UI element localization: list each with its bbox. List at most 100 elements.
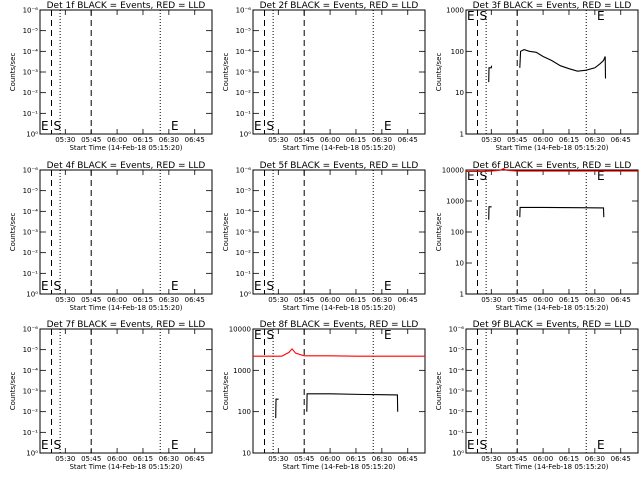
x-tick-label: 06:15 xyxy=(346,296,366,304)
y-axis-label: Counts/sec xyxy=(222,53,230,92)
y-tick-label: 10⁻⁴ xyxy=(23,48,39,56)
y-tick-label: 1000 xyxy=(446,198,464,206)
y-tick-label: 10⁻⁶ xyxy=(23,326,39,334)
panel-4: Det 4f BLACK = Events, RED = LLD 10⁻⁶ 10⁻⁵… xyxy=(9,161,213,312)
marker-s: S xyxy=(480,9,488,23)
marker-e: E xyxy=(597,438,605,452)
marker-s: S xyxy=(480,438,488,452)
y-axis-label: Counts/sec xyxy=(435,372,443,411)
y-tick-label: 10⁻² xyxy=(236,249,252,257)
events-line-2 xyxy=(488,65,493,83)
y-axis-label: Counts/sec xyxy=(9,53,17,92)
y-axis-label: Counts/sec xyxy=(435,53,443,92)
lld-line-7 xyxy=(253,348,425,357)
x-tick-label: 06:00 xyxy=(533,455,553,463)
marker-e: E xyxy=(254,279,262,293)
x-axis-label: Start Time (14-Feb-18 05:15:20) xyxy=(495,463,608,471)
y-tick-label: 10⁻¹ xyxy=(23,429,39,437)
y-tick-label: 10⁻¹ xyxy=(449,429,465,437)
plot-frame xyxy=(39,9,213,135)
marker-e: E xyxy=(41,438,49,452)
y-tick-label: 10⁻⁶ xyxy=(23,167,39,175)
plot-frame xyxy=(252,328,426,454)
y-tick-label: 10⁻² xyxy=(23,89,39,97)
x-tick-label: 05:30 xyxy=(481,136,501,144)
y-tick-label: 100 xyxy=(238,408,251,416)
x-tick-label: 06:30 xyxy=(159,455,179,463)
y-tick-label: 10⁻⁶ xyxy=(449,326,465,334)
panel-title: Det 6f BLACK = Events, RED = LLD xyxy=(473,161,632,171)
x-tick-label: 06:45 xyxy=(398,455,418,463)
y-tick-label: 10⁰ xyxy=(26,131,38,139)
y-tick-label: 10 xyxy=(242,450,251,458)
x-tick-label: 05:45 xyxy=(507,136,527,144)
x-tick-label: 06:00 xyxy=(107,455,127,463)
marker-e: E xyxy=(254,328,262,342)
marker-s: S xyxy=(54,438,62,452)
y-tick-label: 10⁻⁵ xyxy=(23,27,39,35)
x-tick-label: 05:30 xyxy=(481,296,501,304)
plot-frame xyxy=(252,9,426,135)
panel-9: Det 9f BLACK = Events, RED = LLD 10⁻⁶ 10⁻⁵… xyxy=(435,320,639,471)
y-tick-label: 10⁰ xyxy=(239,131,251,139)
x-tick-label: 05:45 xyxy=(507,296,527,304)
marker-s: S xyxy=(267,328,275,342)
x-tick-label: 06:15 xyxy=(133,296,153,304)
marker-e: E xyxy=(171,279,179,293)
y-tick-label: 10⁰ xyxy=(26,291,38,299)
marker-e: E xyxy=(254,119,262,133)
x-tick-label: 06:30 xyxy=(372,455,392,463)
x-tick-label: 06:45 xyxy=(611,296,631,304)
y-axis-label: Counts/sec xyxy=(222,213,230,252)
events-line-2 xyxy=(519,49,607,79)
y-tick-label: 10⁻³ xyxy=(449,388,465,396)
y-tick-label: 1000 xyxy=(233,367,251,375)
y-tick-label: 10⁻² xyxy=(449,408,465,416)
marker-e: E xyxy=(171,119,179,133)
events-line-5 xyxy=(519,206,605,218)
y-tick-label: 100 xyxy=(451,229,464,237)
x-tick-label: 05:30 xyxy=(268,296,288,304)
lld-line-5 xyxy=(466,168,638,172)
y-tick-label: 10⁻¹ xyxy=(23,110,39,118)
x-tick-label: 05:30 xyxy=(481,455,501,463)
events-line-7 xyxy=(306,393,399,412)
y-tick-label: 1000 xyxy=(446,7,464,15)
plot-frame xyxy=(39,328,213,454)
marker-e: E xyxy=(597,169,605,183)
y-tick-label: 10⁻⁶ xyxy=(236,7,252,15)
y-axis-label: Counts/sec xyxy=(9,213,17,252)
x-tick-label: 06:15 xyxy=(559,455,579,463)
panel-title: Det 1f BLACK = Events, RED = LLD xyxy=(47,1,206,11)
x-tick-label: 06:15 xyxy=(346,136,366,144)
panel-8: Det 8f BLACK = Events, RED = LLD 10 100 100… xyxy=(222,320,426,471)
x-axis-label: Start Time (14-Feb-18 05:15:20) xyxy=(282,144,395,152)
marker-e: E xyxy=(384,279,392,293)
y-tick-label: 10⁻³ xyxy=(236,69,252,77)
y-tick-label: 10⁻¹ xyxy=(236,110,252,118)
x-tick-label: 05:45 xyxy=(294,136,314,144)
x-tick-label: 06:45 xyxy=(398,136,418,144)
x-tick-label: 06:00 xyxy=(320,296,340,304)
x-tick-label: 05:30 xyxy=(268,136,288,144)
x-tick-label: 05:45 xyxy=(294,296,314,304)
y-tick-label: 10⁻⁴ xyxy=(23,208,39,216)
x-tick-label: 06:00 xyxy=(320,136,340,144)
x-tick-label: 06:30 xyxy=(372,136,392,144)
x-tick-label: 06:30 xyxy=(585,136,605,144)
x-tick-label: 05:45 xyxy=(81,136,101,144)
x-axis-label: Start Time (14-Feb-18 05:15:20) xyxy=(495,144,608,152)
y-tick-label: 10⁻³ xyxy=(236,229,252,237)
y-axis-label: Counts/sec xyxy=(435,213,443,252)
panel-2: Det 2f BLACK = Events, RED = LLD 10⁻⁶ 10⁻⁵… xyxy=(222,1,426,152)
x-tick-label: 06:30 xyxy=(159,296,179,304)
marker-e: E xyxy=(597,9,605,23)
y-tick-label: 10⁻⁵ xyxy=(23,346,39,354)
marker-e: E xyxy=(384,119,392,133)
x-tick-label: 05:45 xyxy=(81,455,101,463)
plot-frame xyxy=(465,169,639,295)
marker-e: E xyxy=(467,169,475,183)
marker-e: E xyxy=(41,119,49,133)
marker-s: S xyxy=(54,119,62,133)
y-tick-label: 10⁻³ xyxy=(23,388,39,396)
